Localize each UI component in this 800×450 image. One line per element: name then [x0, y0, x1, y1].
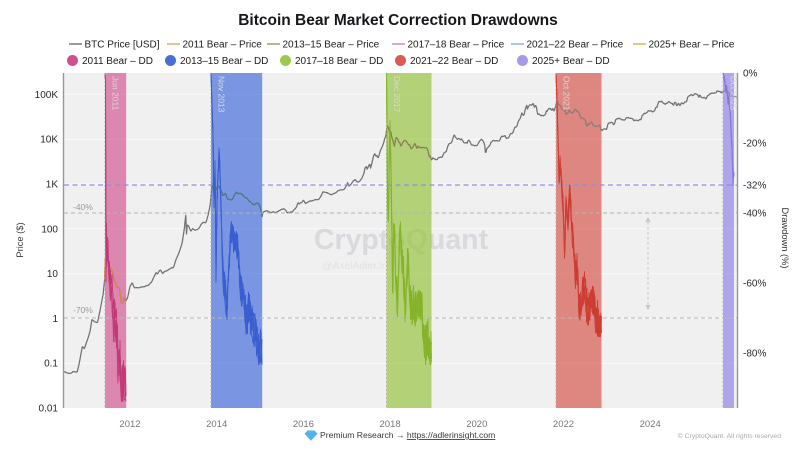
svg-text:2017–18 Bear – DD: 2017–18 Bear – DD [295, 56, 383, 67]
svg-text:2011 Bear – DD: 2011 Bear – DD [82, 56, 153, 67]
svg-text:-80%: -80% [743, 349, 766, 360]
svg-text:-32%: -32% [743, 181, 766, 192]
svg-text:0.01: 0.01 [39, 404, 59, 415]
svg-text:Price ($): Price ($) [15, 222, 25, 257]
svg-text:Nov 2013: Nov 2013 [217, 76, 227, 113]
svg-text:2018: 2018 [380, 419, 401, 430]
svg-text:-60%: -60% [743, 279, 766, 290]
svg-text:100: 100 [41, 224, 58, 235]
svg-text:2021–22 Bear – DD: 2021–22 Bear – DD [410, 56, 498, 67]
svg-text:2022: 2022 [553, 419, 574, 430]
svg-text:10: 10 [47, 269, 59, 280]
svg-text:Drawdown (%): Drawdown (%) [780, 208, 790, 269]
svg-text:1: 1 [52, 314, 58, 325]
svg-text:Oct 2021: Oct 2021 [562, 76, 572, 111]
svg-text:Oct 2025: Oct 2025 [729, 76, 739, 111]
svg-text:2024: 2024 [640, 419, 661, 430]
svg-text:0.1: 0.1 [44, 359, 58, 370]
svg-text:Dec 2017: Dec 2017 [392, 76, 402, 113]
svg-text:100K: 100K [35, 90, 59, 101]
svg-text:1K: 1K [46, 180, 59, 191]
svg-text:2013–15 Bear – Price: 2013–15 Bear – Price [283, 40, 380, 51]
svg-text:2013–15 Bear – DD: 2013–15 Bear – DD [180, 56, 268, 67]
svg-text:2012: 2012 [119, 419, 140, 430]
svg-text:2016: 2016 [293, 419, 314, 430]
svg-text:Premium Research → https://adl: Premium Research → https://adlerinsight.… [320, 430, 495, 440]
svg-text:2025+ Bear – DD: 2025+ Bear – DD [532, 56, 610, 67]
svg-text:© CryptoQuant. All rights rese: © CryptoQuant. All rights reserved [678, 432, 781, 440]
svg-text:@AxelAdlerJr: @AxelAdlerJr [322, 261, 386, 272]
svg-text:2011 Bear – Price: 2011 Bear – Price [183, 40, 263, 51]
svg-text:-70%: -70% [73, 305, 93, 315]
svg-text:2014: 2014 [206, 419, 227, 430]
svg-text:Jun 2011: Jun 2011 [111, 76, 121, 111]
svg-text:BTC Price [USD]: BTC Price [USD] [85, 40, 160, 51]
svg-text:-40%: -40% [743, 209, 766, 220]
svg-text:2025+ Bear – Price: 2025+ Bear – Price [649, 40, 735, 51]
svg-text:2020: 2020 [466, 419, 487, 430]
svg-text:-20%: -20% [743, 139, 766, 150]
svg-text:-40%: -40% [73, 202, 93, 212]
svg-text:Bitcoin Bear Market Correction: Bitcoin Bear Market Correction Drawdowns [238, 12, 558, 29]
svg-text:2021–22 Bear – Price: 2021–22 Bear – Price [527, 40, 624, 51]
svg-text:2017–18 Bear – Price: 2017–18 Bear – Price [408, 40, 505, 51]
svg-text:10K: 10K [40, 135, 58, 146]
svg-text:0%: 0% [743, 69, 758, 80]
